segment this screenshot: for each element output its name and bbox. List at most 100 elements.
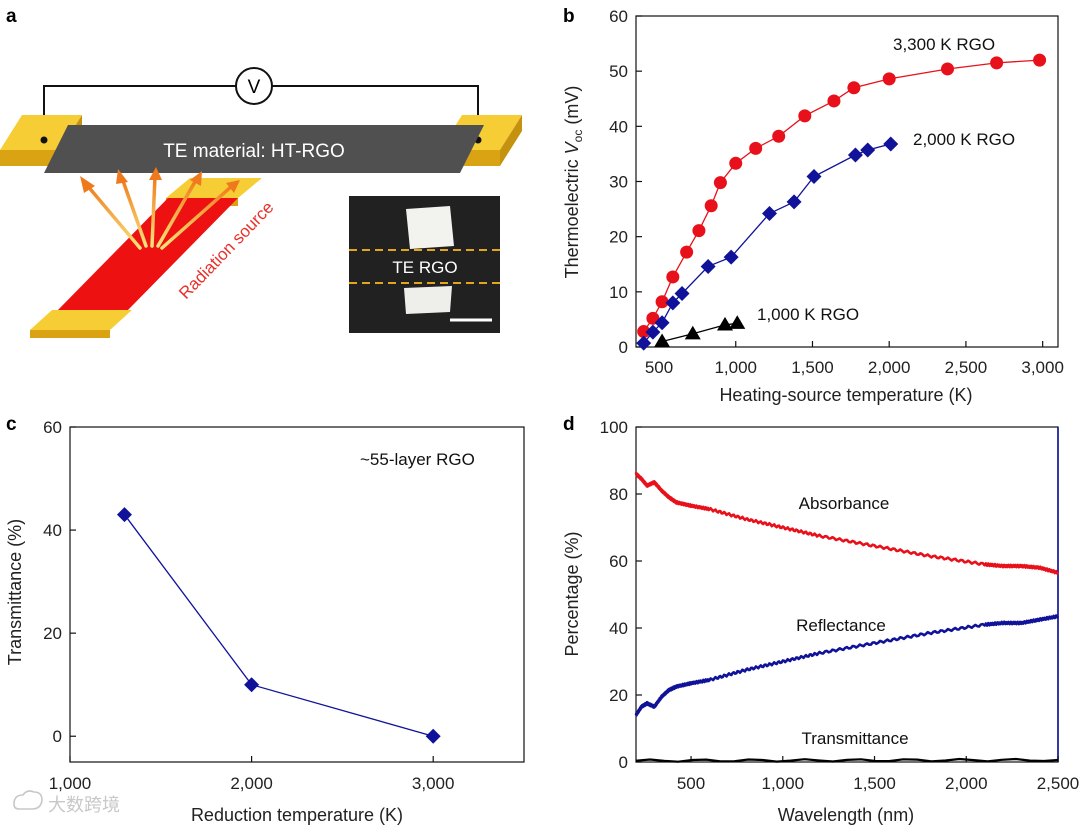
- x-tick-label: 2,000: [868, 358, 911, 377]
- data-point-1: [654, 315, 670, 331]
- data-point-1: [883, 136, 899, 152]
- data-point-2: [654, 333, 671, 348]
- watermark: 大数跨境: [13, 790, 120, 815]
- voltmeter-label: V: [248, 77, 261, 98]
- watermark-text: 大数跨境: [48, 795, 120, 815]
- series-line-2: [661, 322, 738, 343]
- x-axis-label-c: Reduction temperature (K): [191, 805, 403, 825]
- series-label-reflectance: Reflectance: [796, 616, 886, 635]
- panel-b-chart: b 500 1,000 1,500 2,000 2,500 3,000 0 10 20 30 40…: [562, 6, 1064, 405]
- y-tick-label: 40: [43, 521, 62, 540]
- y-tick-label: 0: [619, 753, 628, 772]
- data-point-1: [723, 249, 739, 265]
- y-tick-label: 0: [619, 338, 628, 357]
- x-tick-label: 1,000: [49, 774, 92, 793]
- te-material-bar: TE material: HT-RGO: [44, 125, 484, 173]
- panel-letter-b: b: [563, 6, 575, 27]
- series-line-c: [123, 514, 434, 737]
- inset-electrode-bottom: [404, 286, 452, 314]
- y-tick-label: 20: [609, 686, 628, 705]
- annotation-c: ~55-layer RGO: [360, 450, 475, 469]
- data-point-c: [244, 677, 260, 693]
- data-point-0: [666, 270, 680, 284]
- panel-d-chart: d 500 1,000 1,500 2,000 2,500 0 20 40 60 80 100 W…: [562, 414, 1079, 825]
- x-ticks-c: 1,000 2,000 3,000: [49, 756, 455, 793]
- series-label-3300: 3,300 K RGO: [893, 35, 995, 54]
- data-point-0: [655, 295, 669, 309]
- series-label-1000: 1,000 K RGO: [757, 305, 859, 324]
- y-tick-label: 50: [609, 62, 628, 81]
- data-point-0: [798, 109, 812, 123]
- data-point-2: [729, 315, 746, 329]
- y-axis-label-d: Percentage (%): [562, 531, 582, 656]
- y-tick-label: 60: [609, 7, 628, 26]
- contact-left: [40, 136, 48, 144]
- data-point-c: [116, 507, 132, 523]
- series-c: [116, 507, 441, 744]
- data-point-2: [684, 325, 701, 340]
- data-point-1: [665, 295, 681, 311]
- panel-letter-a: a: [6, 6, 17, 27]
- x-tick-label: 2,500: [1037, 774, 1080, 793]
- data-point-0: [847, 81, 861, 95]
- data-point-0: [1033, 53, 1047, 67]
- data-point-0: [827, 94, 841, 108]
- data-point-0: [680, 245, 694, 259]
- y-ticks-d: 0 20 40 60 80 100: [600, 418, 642, 772]
- x-tick-label: 500: [645, 358, 673, 377]
- voltmeter-icon: V: [235, 67, 273, 105]
- y-axis-label-b: Thermoelectric Voc (mV): [562, 86, 585, 279]
- series-line-0: [643, 59, 1040, 332]
- panel-c-chart: c 1,000 2,000 3,000 0 20 40 60 Reduction temp…: [5, 414, 525, 825]
- x-tick-label: 2,000: [230, 774, 273, 793]
- data-point-0: [692, 224, 706, 238]
- data-point-0: [882, 72, 896, 86]
- data-point-1: [806, 169, 822, 185]
- data-point-0: [990, 56, 1004, 70]
- axis-frame-c: [69, 426, 525, 763]
- plot-frame-c: [69, 426, 525, 763]
- source-electrode-bottom: [30, 310, 132, 330]
- spectrum-line-2: [635, 757, 1059, 763]
- data-point-2: [717, 316, 734, 331]
- spectrum-line-0: [634, 471, 1060, 575]
- te-bar-label: TE material: HT-RGO: [163, 141, 345, 162]
- data-point-1: [762, 205, 778, 221]
- plot-frame-d: [635, 426, 1059, 763]
- series-d: [634, 471, 1060, 763]
- axis-frame-d: [635, 426, 1059, 763]
- series-label-absorbance: Absorbance: [799, 494, 890, 513]
- x-tick-label: 1,500: [853, 774, 896, 793]
- y-ticks-b: 0 10 20 30 40 50 60: [609, 7, 642, 357]
- panel-a-schematic: a V TE material: HT-RGO: [0, 6, 522, 338]
- spectrum-line-1: [634, 614, 1060, 717]
- electrode-right: [440, 115, 522, 166]
- x-axis-label-b: Heating-source temperature (K): [719, 385, 972, 405]
- data-point-0: [637, 325, 651, 339]
- x-tick-label: 3,000: [412, 774, 455, 793]
- data-point-c: [425, 728, 441, 744]
- x-ticks-b: 500 1,000 1,500 2,000 2,500 3,000: [645, 341, 1064, 377]
- panel-letter-c: c: [6, 414, 17, 435]
- y-tick-label: 100: [600, 418, 628, 437]
- y-tick-label: 20: [609, 228, 628, 247]
- data-point-1: [860, 142, 876, 158]
- series-label-transmittance: Transmittance: [801, 729, 908, 748]
- x-tick-label: 500: [677, 774, 705, 793]
- x-tick-label: 3,000: [1021, 358, 1064, 377]
- y-tick-label: 80: [609, 485, 628, 504]
- data-point-1: [847, 147, 863, 163]
- y-tick-label: 40: [609, 619, 628, 638]
- inset-label: TE RGO: [392, 258, 457, 277]
- data-point-0: [772, 129, 786, 143]
- y-tick-label: 60: [609, 552, 628, 571]
- x-tick-label: 1,500: [791, 358, 834, 377]
- data-point-1: [700, 258, 716, 274]
- y-axis-label-c: Transmittance (%): [5, 519, 25, 665]
- source-electrode-top: [166, 178, 262, 198]
- data-point-0: [941, 62, 955, 76]
- y-tick-label: 30: [609, 173, 628, 192]
- data-point-0: [729, 156, 743, 170]
- x-axis-label-d: Wavelength (nm): [778, 805, 914, 825]
